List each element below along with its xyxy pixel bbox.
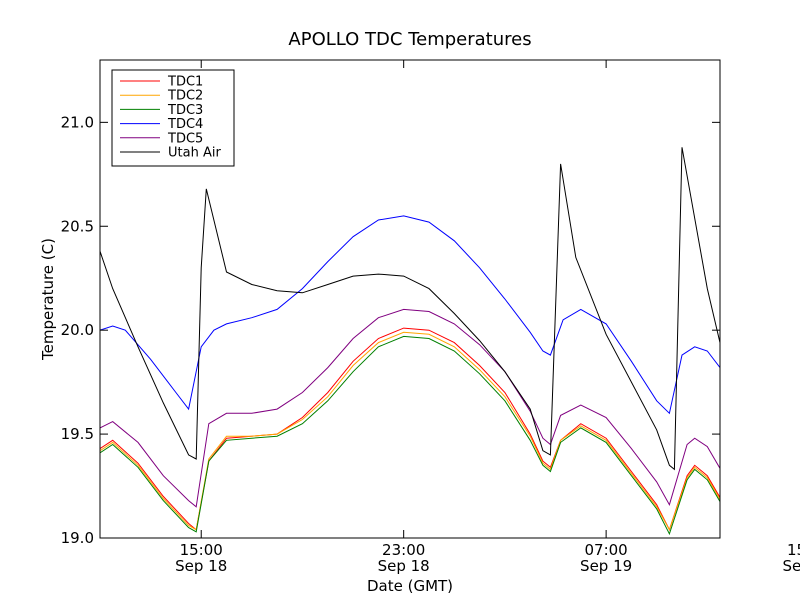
x-tick-time-label: 07:00 (585, 541, 628, 559)
y-tick-label: 19.5 (61, 425, 94, 443)
y-tick-label: 19.0 (61, 529, 94, 547)
chart-title: APOLLO TDC Temperatures (288, 29, 531, 50)
x-tick-time-label: 23:00 (382, 541, 425, 559)
legend-label: Utah Air (168, 146, 221, 161)
series-line-tdc5 (100, 308, 720, 508)
y-axis: 19.0 19.5 20.0 20.5 21.0 (61, 113, 720, 547)
x-tick-date-label: Sep 19 (580, 557, 632, 575)
x-tick-time-label: 15:00 (787, 541, 800, 559)
series-line-tdc2 (100, 331, 720, 531)
plot-frame (99, 59, 721, 539)
legend-label: TDC3 (167, 103, 203, 118)
x-tick-date-label: Sep 18 (378, 557, 430, 575)
y-tick-label: 20.5 (61, 217, 94, 235)
series-layer (100, 147, 720, 536)
x-tick-time-label: 15:00 (180, 541, 223, 559)
legend-label: TDC1 (167, 75, 203, 90)
y-tick-label: 21.0 (61, 113, 94, 131)
y-tick-label: 20.0 (61, 321, 94, 339)
x-tick-date-label: Sep 19 (783, 557, 800, 575)
legend-label: TDC2 (167, 89, 203, 104)
legend-label: TDC4 (167, 117, 203, 132)
plot-area (100, 147, 720, 536)
series-line-tdc4 (100, 215, 720, 415)
legend-box (111, 69, 235, 167)
x-axis-label: Date (GMT) (367, 577, 453, 595)
x-tick-date-label: Sep 18 (175, 557, 227, 575)
y-axis-label: Temperature (C) (39, 238, 57, 361)
legend-label: TDC5 (167, 131, 203, 146)
series-line-utah-air (100, 147, 720, 471)
series-line-tdc3 (100, 335, 720, 536)
